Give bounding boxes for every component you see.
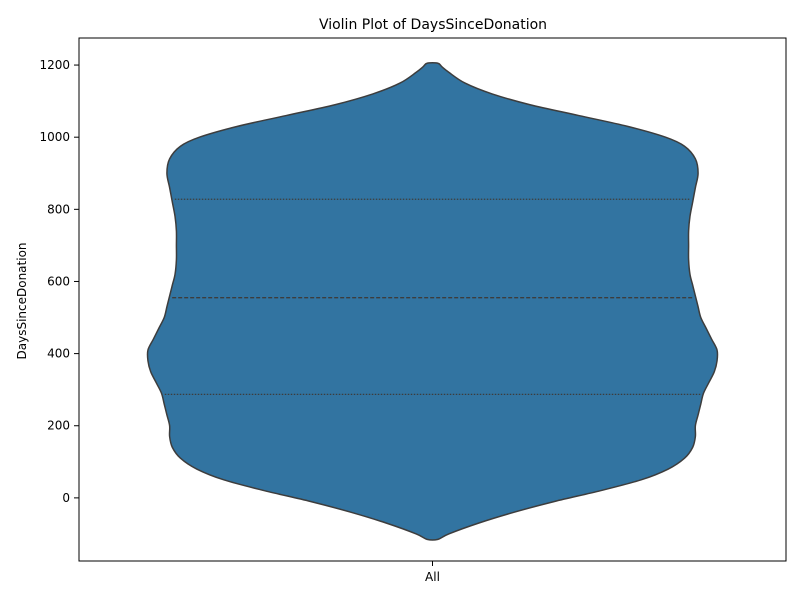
y-tick-label: 200 <box>47 419 70 433</box>
violin-layer <box>146 62 719 541</box>
y-tick-label: 400 <box>47 347 70 361</box>
y-tick-label: 1000 <box>39 130 70 144</box>
y-axis-ticks: 0 200 400 600 800 1000 1200 <box>39 58 79 505</box>
y-tick-label: 1200 <box>39 58 70 72</box>
y-tick-label: 800 <box>47 202 70 216</box>
violin-body-all <box>146 62 719 541</box>
quartile-lines <box>164 198 701 396</box>
chart-title: Violin Plot of DaysSinceDonation <box>319 17 547 33</box>
y-tick-label: 0 <box>62 491 70 505</box>
x-axis-ticks: All <box>425 561 440 584</box>
x-tick-label: All <box>425 570 440 584</box>
y-tick-label: 600 <box>47 274 70 288</box>
y-axis-label: DaysSinceDonation <box>15 242 29 359</box>
